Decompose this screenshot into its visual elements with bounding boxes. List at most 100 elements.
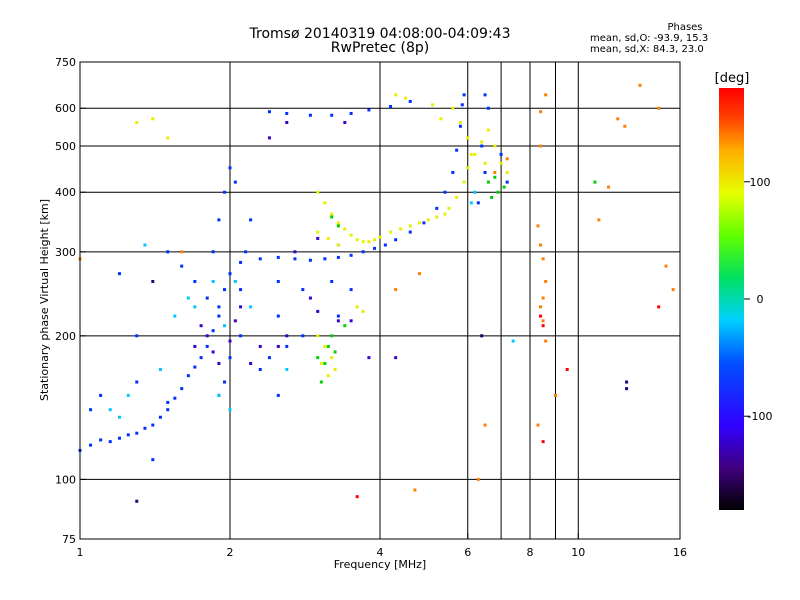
data-point bbox=[267, 356, 271, 360]
data-point bbox=[316, 236, 320, 240]
data-point bbox=[199, 356, 203, 360]
data-point bbox=[544, 279, 548, 283]
data-point bbox=[323, 344, 327, 348]
data-point bbox=[135, 499, 139, 503]
data-point bbox=[239, 260, 243, 264]
data-point bbox=[394, 356, 398, 360]
data-point bbox=[330, 356, 334, 360]
data-point bbox=[408, 99, 412, 103]
data-point bbox=[367, 108, 371, 112]
data-point bbox=[211, 350, 215, 354]
data-point bbox=[413, 488, 417, 492]
data-point bbox=[223, 288, 227, 292]
x-tick-label: 8 bbox=[527, 546, 534, 559]
data-point bbox=[455, 195, 459, 199]
data-point bbox=[451, 106, 455, 110]
data-point bbox=[319, 380, 323, 384]
data-point bbox=[249, 218, 253, 222]
phase-stats: Phases mean, sd,O: -93.9, 15.3 mean, sd,… bbox=[590, 22, 740, 55]
data-point bbox=[462, 180, 466, 184]
data-point bbox=[417, 221, 421, 225]
data-point bbox=[205, 344, 209, 348]
data-point bbox=[541, 296, 545, 300]
data-point bbox=[664, 264, 668, 268]
data-point bbox=[451, 170, 455, 174]
data-point bbox=[316, 190, 320, 194]
data-point bbox=[173, 396, 177, 400]
chart-title-line2: RwPretec (8p) bbox=[330, 40, 430, 56]
data-point bbox=[99, 393, 103, 397]
data-point bbox=[536, 423, 540, 427]
data-point bbox=[193, 344, 197, 348]
data-point bbox=[239, 288, 243, 292]
data-point bbox=[228, 272, 232, 276]
data-point bbox=[326, 344, 330, 348]
data-point bbox=[258, 367, 262, 371]
data-point bbox=[505, 180, 509, 184]
data-point bbox=[319, 361, 323, 365]
data-point bbox=[285, 334, 289, 338]
data-point bbox=[394, 288, 398, 292]
data-point bbox=[323, 201, 327, 205]
data-point bbox=[228, 408, 232, 412]
data-point bbox=[293, 250, 297, 254]
data-point bbox=[349, 111, 353, 115]
data-point bbox=[536, 224, 540, 228]
data-point bbox=[244, 250, 248, 254]
data-point bbox=[480, 144, 484, 148]
data-point bbox=[217, 314, 221, 318]
data-point bbox=[361, 250, 365, 254]
data-point bbox=[285, 344, 289, 348]
data-point bbox=[486, 128, 490, 132]
data-point bbox=[505, 170, 509, 174]
data-point bbox=[483, 423, 487, 427]
data-point bbox=[541, 257, 545, 261]
data-point bbox=[349, 319, 353, 323]
data-point bbox=[143, 243, 147, 247]
x-axis-ticks: 1 2 4 6 8 10 16 bbox=[77, 533, 687, 559]
data-point bbox=[151, 423, 155, 427]
data-point bbox=[496, 190, 500, 194]
data-point bbox=[173, 314, 177, 318]
data-point bbox=[276, 279, 280, 283]
data-point bbox=[483, 93, 487, 97]
data-point bbox=[330, 215, 334, 219]
data-point bbox=[476, 201, 480, 205]
data-point bbox=[233, 180, 237, 184]
data-point bbox=[233, 319, 237, 323]
data-point bbox=[117, 436, 121, 440]
y-axis-label: Stationary phase Virtual Height [km] bbox=[38, 199, 51, 401]
data-point bbox=[276, 344, 280, 348]
data-point bbox=[373, 238, 377, 242]
y-tick-label: 75 bbox=[62, 533, 76, 546]
data-point bbox=[435, 206, 439, 210]
data-point bbox=[367, 356, 371, 360]
data-point bbox=[308, 296, 312, 300]
data-point bbox=[336, 224, 340, 228]
data-point bbox=[443, 212, 447, 216]
data-point bbox=[316, 230, 320, 234]
data-point bbox=[276, 314, 280, 318]
data-point bbox=[458, 121, 462, 125]
data-point bbox=[323, 257, 327, 261]
data-point bbox=[553, 393, 557, 397]
data-point bbox=[135, 380, 139, 384]
x-axis-label: Frequency [MHz] bbox=[334, 558, 426, 571]
data-point bbox=[228, 166, 232, 170]
data-point bbox=[205, 334, 209, 338]
data-point bbox=[539, 305, 543, 309]
data-point bbox=[336, 314, 340, 318]
data-point bbox=[486, 180, 490, 184]
data-point bbox=[399, 227, 403, 231]
data-point bbox=[469, 152, 473, 156]
data-point bbox=[422, 221, 426, 225]
data-point bbox=[228, 356, 232, 360]
data-point bbox=[223, 190, 227, 194]
data-point bbox=[333, 367, 337, 371]
data-point bbox=[417, 272, 421, 276]
data-point bbox=[383, 243, 387, 247]
data-point bbox=[378, 235, 382, 239]
data-point bbox=[143, 426, 147, 430]
data-point bbox=[233, 279, 237, 283]
data-point bbox=[597, 218, 601, 222]
